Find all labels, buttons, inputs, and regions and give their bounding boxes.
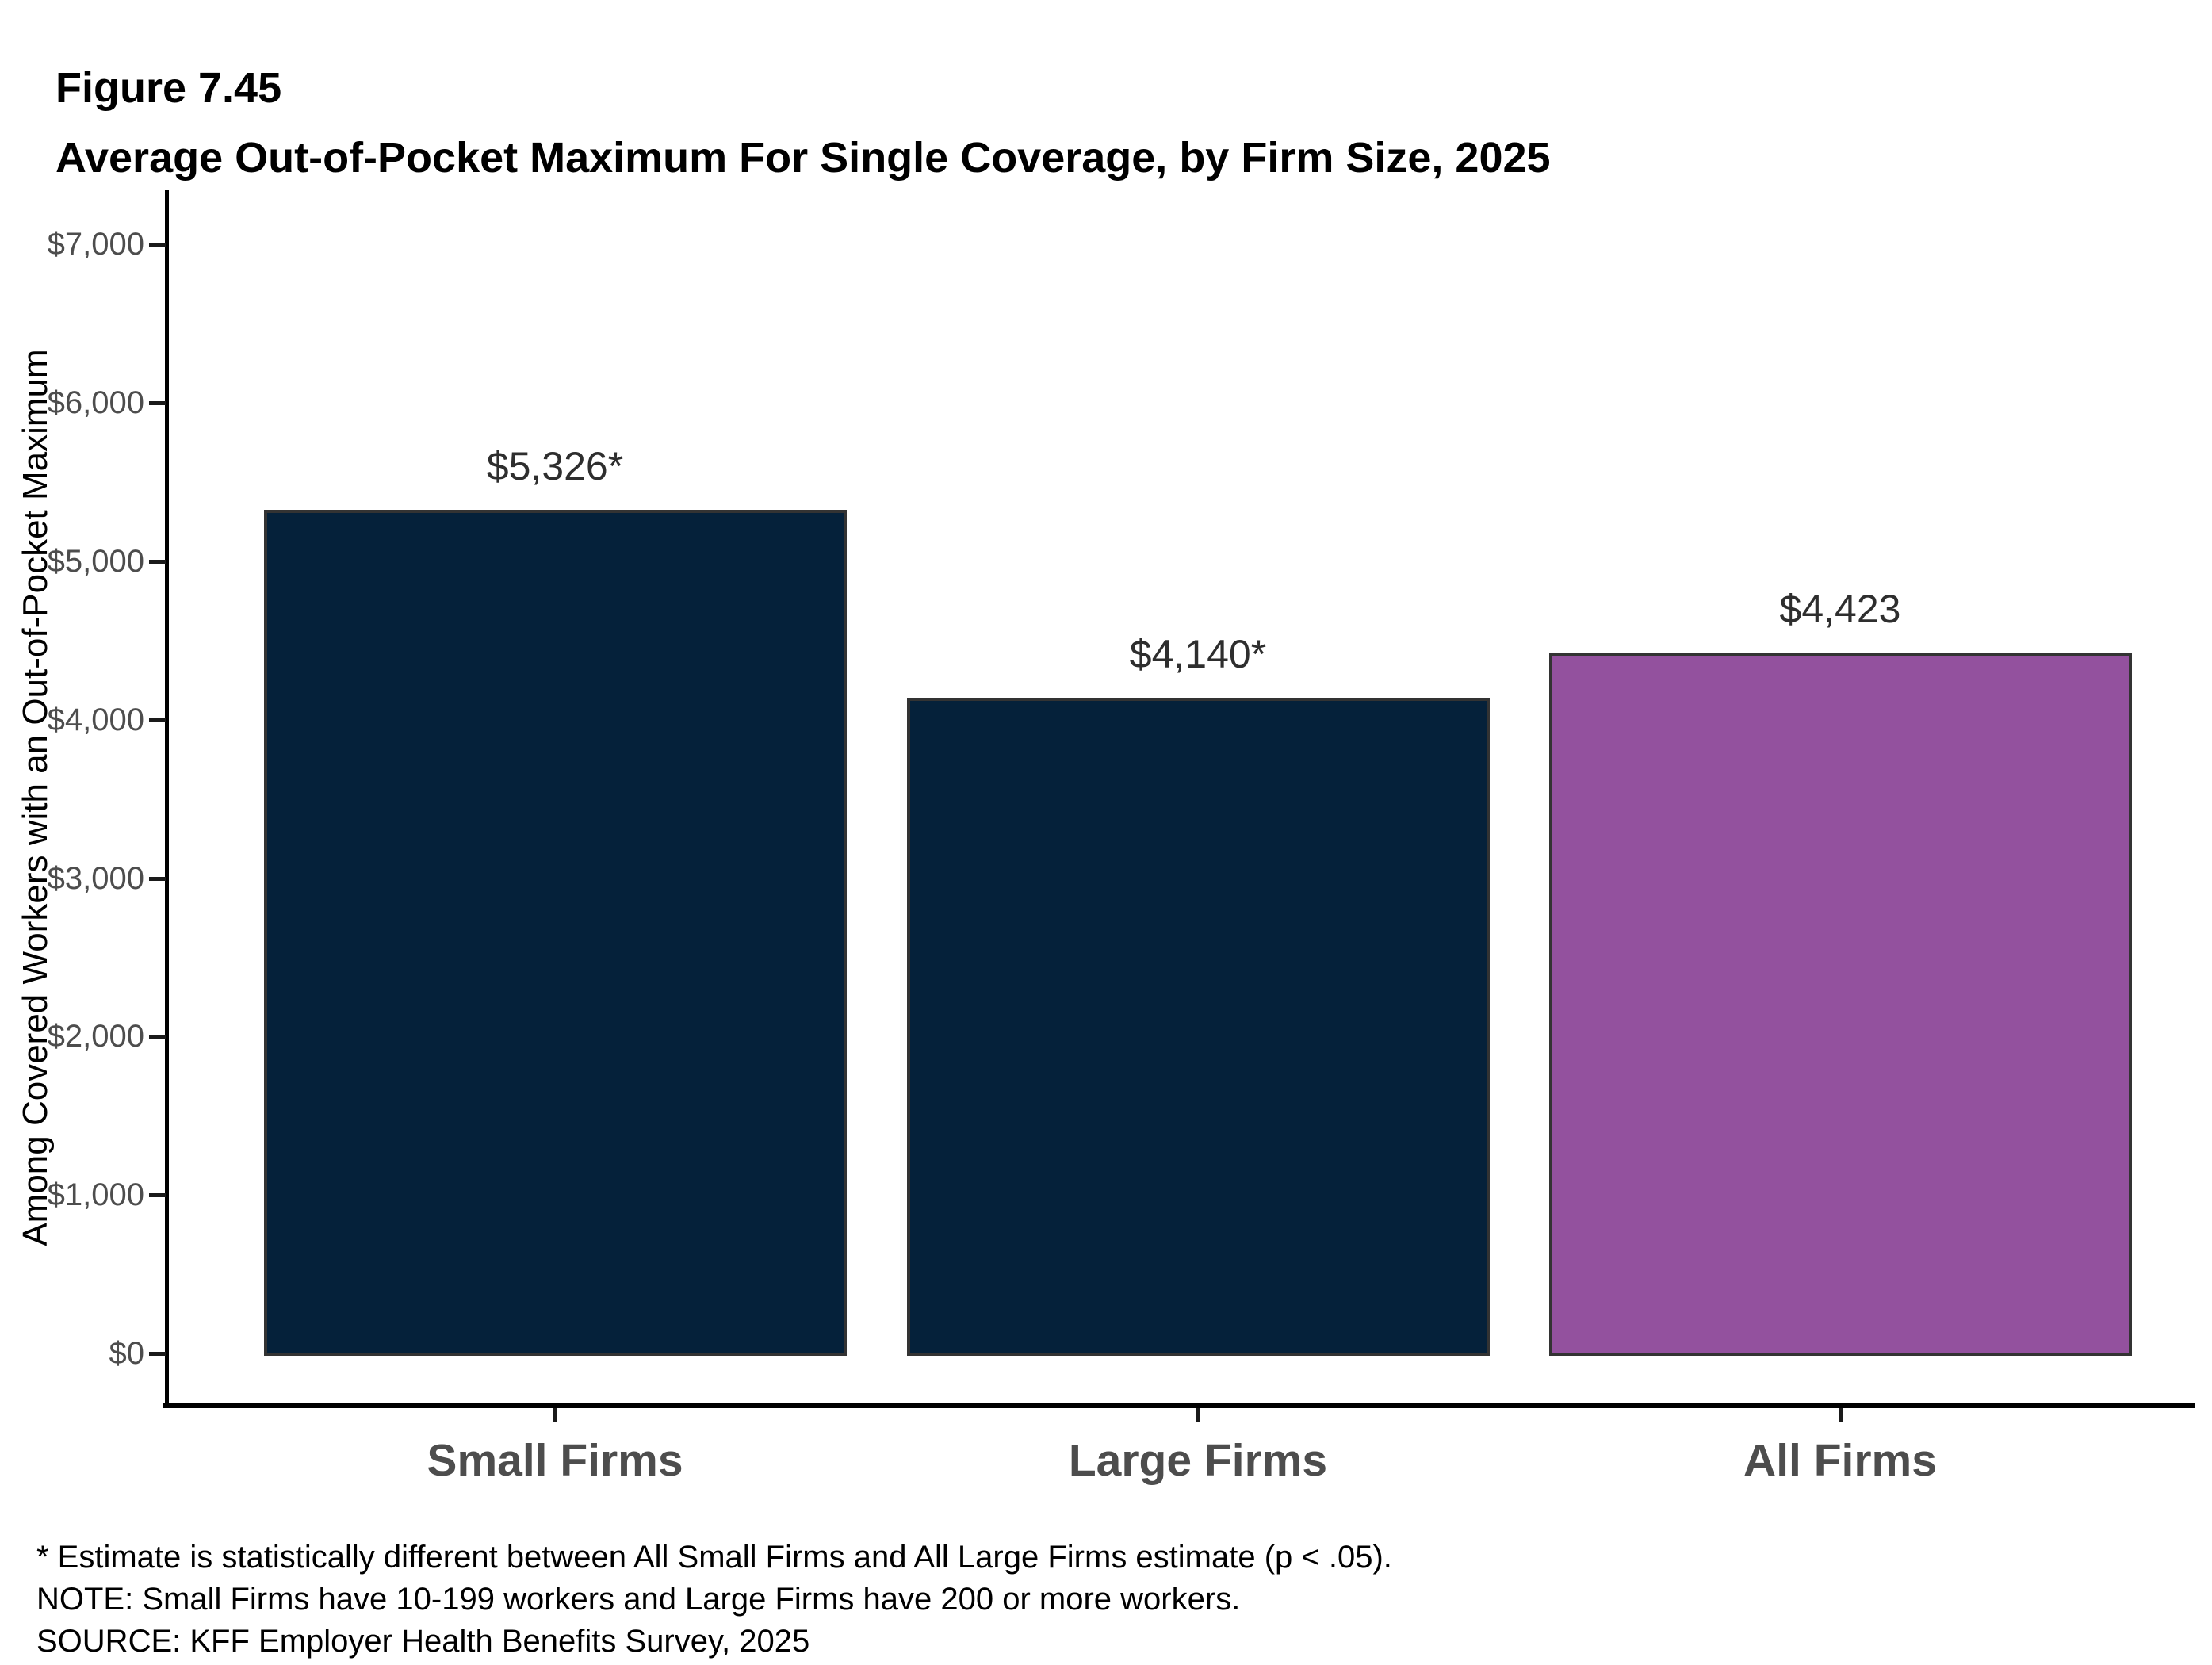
- bar-all-firms: [1548, 653, 2132, 1356]
- y-tick-mark-3000: [149, 876, 166, 881]
- x-category-label-large-firms: Large Firms: [1068, 1435, 1328, 1486]
- x-tick-mark-small-firms: [553, 1408, 557, 1422]
- y-tick-label-5000: $5,000: [47, 544, 144, 579]
- y-tick-label-4000: $4,000: [47, 702, 144, 737]
- x-axis-line: [163, 1403, 2195, 1408]
- y-tick-mark-1000: [149, 1193, 166, 1198]
- y-tick-mark-6000: [149, 401, 166, 406]
- y-axis-line: [165, 190, 169, 1408]
- footnote-source: SOURCE: KFF Employer Health Benefits Sur…: [36, 1624, 810, 1659]
- y-tick-mark-5000: [149, 560, 166, 564]
- bar-small-firms: [263, 509, 847, 1356]
- y-axis-title: Among Covered Workers with an Out-of-Poc…: [16, 349, 55, 1246]
- footnote-note: NOTE: Small Firms have 10-199 workers an…: [36, 1582, 1241, 1617]
- y-tick-mark-0: [149, 1352, 166, 1356]
- figure-number-label: Figure 7.45: [55, 64, 282, 112]
- bar-value-label-large-firms: $4,140*: [1129, 631, 1267, 676]
- y-tick-label-2000: $2,000: [47, 1019, 144, 1054]
- x-category-label-all-firms: All Firms: [1743, 1435, 1937, 1486]
- y-tick-label-7000: $7,000: [47, 227, 144, 262]
- y-tick-label-6000: $6,000: [47, 385, 144, 421]
- x-category-label-small-firms: Small Firms: [427, 1435, 683, 1486]
- x-tick-mark-all-firms: [1839, 1408, 1843, 1422]
- footnotes: * Estimate is statistically different be…: [36, 1537, 1392, 1663]
- footnote-statistical-note: * Estimate is statistically different be…: [36, 1540, 1392, 1575]
- y-tick-mark-2000: [149, 1035, 166, 1039]
- bar-value-label-all-firms: $4,423: [1779, 587, 1901, 632]
- y-tick-label-3000: $3,000: [47, 860, 144, 896]
- y-tick-mark-7000: [149, 243, 166, 247]
- chart-title: Average Out-of-Pocket Maximum For Single…: [55, 134, 1551, 182]
- bar-large-firms: [906, 697, 1490, 1356]
- y-tick-label-0: $0: [109, 1336, 145, 1371]
- bar-value-label-small-firms: $5,326*: [486, 443, 624, 488]
- y-tick-label-1000: $1,000: [47, 1177, 144, 1213]
- x-tick-mark-large-firms: [1196, 1408, 1200, 1422]
- y-tick-mark-4000: [149, 718, 166, 722]
